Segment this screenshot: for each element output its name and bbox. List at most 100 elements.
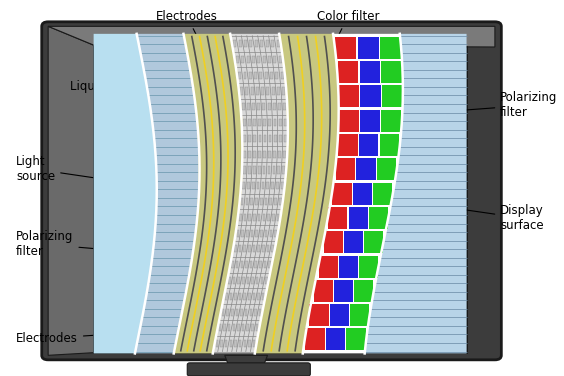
Polygon shape bbox=[249, 151, 251, 158]
Polygon shape bbox=[281, 182, 284, 189]
Polygon shape bbox=[240, 88, 243, 94]
Polygon shape bbox=[249, 72, 252, 79]
Polygon shape bbox=[329, 304, 349, 326]
Polygon shape bbox=[273, 103, 276, 110]
Polygon shape bbox=[336, 37, 356, 59]
Polygon shape bbox=[277, 88, 280, 94]
Polygon shape bbox=[225, 340, 227, 347]
Polygon shape bbox=[242, 103, 245, 110]
Polygon shape bbox=[261, 277, 263, 284]
Polygon shape bbox=[225, 293, 228, 300]
Polygon shape bbox=[244, 151, 246, 158]
Polygon shape bbox=[334, 280, 353, 302]
FancyBboxPatch shape bbox=[94, 47, 466, 353]
Polygon shape bbox=[279, 135, 281, 142]
Polygon shape bbox=[252, 103, 255, 110]
Polygon shape bbox=[241, 230, 244, 237]
Polygon shape bbox=[267, 246, 269, 252]
Polygon shape bbox=[257, 182, 259, 189]
Polygon shape bbox=[354, 280, 373, 302]
Polygon shape bbox=[382, 85, 402, 108]
Polygon shape bbox=[271, 40, 274, 47]
Polygon shape bbox=[251, 230, 253, 237]
FancyBboxPatch shape bbox=[42, 22, 501, 360]
Polygon shape bbox=[255, 198, 258, 205]
Polygon shape bbox=[279, 119, 281, 126]
Polygon shape bbox=[279, 56, 282, 63]
Polygon shape bbox=[360, 85, 381, 108]
Polygon shape bbox=[48, 26, 94, 355]
Polygon shape bbox=[237, 277, 240, 284]
Polygon shape bbox=[336, 158, 355, 180]
Polygon shape bbox=[380, 134, 399, 156]
Polygon shape bbox=[268, 151, 271, 158]
Polygon shape bbox=[303, 34, 403, 353]
Polygon shape bbox=[254, 72, 257, 79]
Polygon shape bbox=[261, 88, 264, 94]
Polygon shape bbox=[253, 246, 255, 252]
Polygon shape bbox=[283, 103, 286, 110]
Polygon shape bbox=[230, 340, 232, 347]
Polygon shape bbox=[274, 230, 277, 237]
Polygon shape bbox=[272, 88, 275, 94]
Polygon shape bbox=[284, 135, 287, 142]
Polygon shape bbox=[242, 324, 244, 331]
Polygon shape bbox=[219, 324, 221, 331]
Polygon shape bbox=[339, 110, 359, 132]
Polygon shape bbox=[174, 34, 243, 353]
Polygon shape bbox=[242, 182, 245, 189]
Polygon shape bbox=[268, 56, 271, 63]
Polygon shape bbox=[260, 40, 263, 47]
Polygon shape bbox=[319, 256, 338, 277]
Polygon shape bbox=[248, 246, 250, 252]
Polygon shape bbox=[253, 340, 255, 347]
Polygon shape bbox=[263, 135, 266, 142]
Polygon shape bbox=[260, 198, 263, 205]
Polygon shape bbox=[328, 207, 347, 229]
Polygon shape bbox=[268, 103, 271, 110]
Text: Electrodes: Electrodes bbox=[156, 11, 218, 46]
Polygon shape bbox=[228, 277, 231, 284]
Polygon shape bbox=[231, 261, 234, 268]
Polygon shape bbox=[248, 119, 251, 126]
Polygon shape bbox=[381, 61, 402, 83]
Polygon shape bbox=[266, 88, 270, 94]
Polygon shape bbox=[244, 340, 246, 347]
Text: Polarizing
filter: Polarizing filter bbox=[431, 91, 558, 119]
Polygon shape bbox=[250, 198, 253, 205]
Polygon shape bbox=[228, 324, 231, 331]
Polygon shape bbox=[346, 328, 365, 350]
Polygon shape bbox=[245, 198, 248, 205]
Polygon shape bbox=[236, 261, 239, 268]
Polygon shape bbox=[272, 214, 275, 221]
Polygon shape bbox=[224, 355, 267, 369]
Polygon shape bbox=[314, 280, 333, 302]
Polygon shape bbox=[352, 183, 372, 205]
Polygon shape bbox=[230, 293, 232, 300]
Polygon shape bbox=[239, 214, 241, 221]
Polygon shape bbox=[268, 261, 271, 268]
Polygon shape bbox=[241, 198, 244, 205]
Polygon shape bbox=[248, 293, 250, 300]
Polygon shape bbox=[274, 135, 276, 142]
Polygon shape bbox=[364, 231, 383, 253]
Polygon shape bbox=[266, 182, 269, 189]
Polygon shape bbox=[268, 167, 270, 173]
Polygon shape bbox=[250, 88, 254, 94]
Polygon shape bbox=[270, 198, 272, 205]
Polygon shape bbox=[274, 119, 276, 126]
Polygon shape bbox=[222, 309, 224, 315]
Polygon shape bbox=[265, 277, 268, 284]
Polygon shape bbox=[257, 56, 261, 63]
Polygon shape bbox=[245, 88, 248, 94]
Polygon shape bbox=[258, 119, 261, 126]
Polygon shape bbox=[248, 340, 251, 347]
Polygon shape bbox=[262, 103, 265, 110]
Text: Liquid crystal: Liquid crystal bbox=[69, 76, 152, 93]
Text: Electrodes: Electrodes bbox=[16, 331, 158, 345]
Polygon shape bbox=[254, 261, 257, 268]
Polygon shape bbox=[244, 246, 246, 252]
Polygon shape bbox=[274, 56, 276, 63]
Polygon shape bbox=[259, 309, 261, 315]
Polygon shape bbox=[258, 151, 261, 158]
